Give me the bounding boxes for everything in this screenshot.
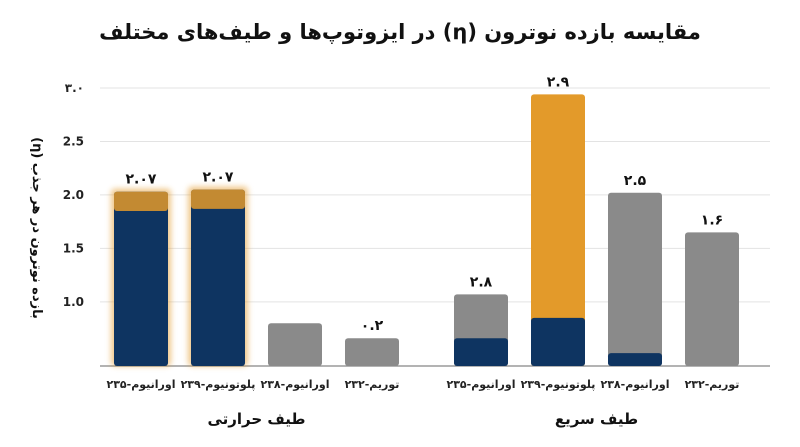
y-axis-label: بازده نوترون در هر جذب (η) <box>29 137 44 319</box>
x-tick-label: اورانیوم-۲۳۸ <box>260 378 329 391</box>
bar <box>191 189 245 366</box>
data-label: ۱.۶ <box>701 212 723 228</box>
bar-bottom-segment <box>454 338 508 366</box>
data-label: ۲.۰۷ <box>126 172 157 188</box>
x-tick-label: اورانیوم-۲۳۸ <box>600 378 669 391</box>
x-tick-label: توریم-۲۳۲ <box>345 378 400 391</box>
data-label: ۲.۰۷ <box>203 170 234 186</box>
bar-bottom-segment <box>531 317 585 366</box>
bar <box>531 94 585 367</box>
group-label: طیف حرارتی <box>207 410 305 428</box>
bar-top-segment <box>114 191 168 211</box>
y-tick-label: ۳.۰ <box>65 81 84 95</box>
data-label: ۲.۸ <box>470 274 493 290</box>
data-label: ۲.۵ <box>624 173 647 189</box>
y-tick-label: 2.0 <box>63 188 84 202</box>
chart-title: مقایسه بازده نوترون (η) در ایزوتوپ‌ها و … <box>99 20 701 44</box>
bar-bottom-segment <box>608 353 662 366</box>
bar <box>608 192 662 366</box>
x-tick-label: توریم-۲۳۲ <box>685 378 740 391</box>
x-tick-label: پلوتونیوم-۲۳۹ <box>181 378 256 391</box>
bar <box>268 323 322 366</box>
y-tick-label: 1.5 <box>63 241 84 255</box>
bar-top-segment <box>191 189 245 209</box>
x-tick-label: اورانیوم-۲۳۵ <box>106 378 175 391</box>
bar <box>345 338 399 366</box>
bar <box>685 232 739 366</box>
y-tick-label: 1.0 <box>63 295 84 309</box>
group-label: طیف سریع <box>555 410 638 428</box>
bar <box>114 191 168 366</box>
x-tick-label: اورانیوم-۲۳۵ <box>446 378 515 391</box>
y-tick-label: 2.5 <box>63 134 84 148</box>
data-label: ۲.۹ <box>547 74 570 90</box>
data-label: ۰.۲ <box>361 318 384 334</box>
x-tick-label: پلوتونیوم-۲۳۹ <box>521 378 596 391</box>
